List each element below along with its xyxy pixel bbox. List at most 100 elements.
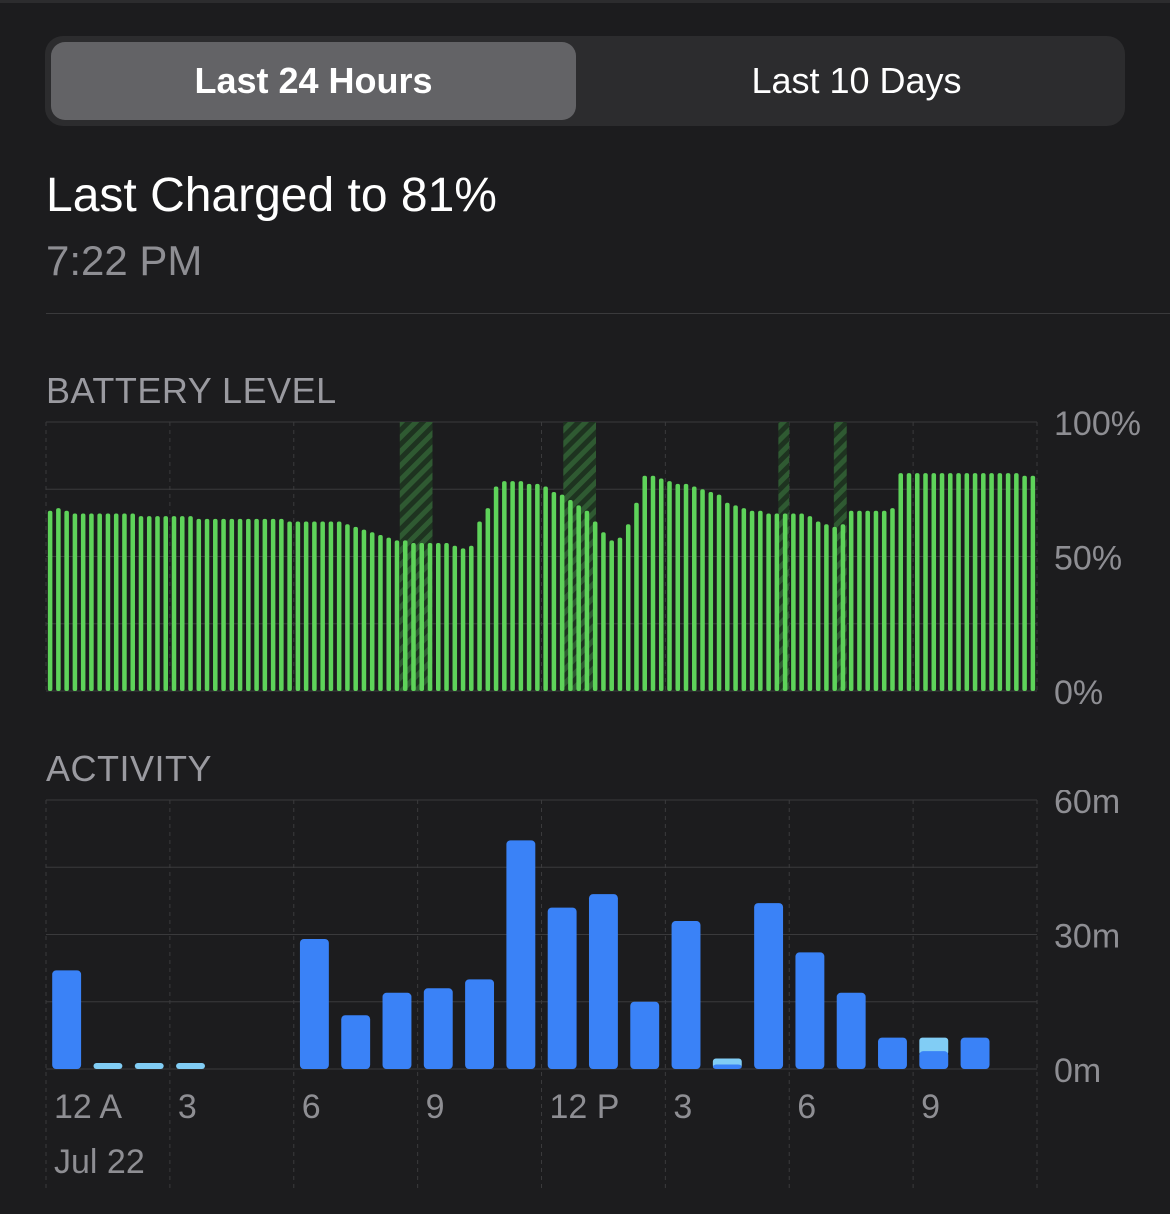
battery-bar: [155, 516, 160, 691]
battery-bar: [1005, 473, 1011, 691]
activity-bar-screen-on: [836, 992, 866, 1069]
battery-bar: [931, 473, 937, 691]
battery-bar: [237, 518, 243, 691]
battery-bar: [526, 483, 532, 691]
activity-chart: 60m 30m 0m 12 A 3 6 9 12 P 3 6 9 Jul 22: [45, 790, 1120, 1190]
battery-bar: [840, 524, 846, 691]
battery-bar: [64, 510, 69, 691]
battery-bar: [146, 516, 152, 691]
battery-bar: [1022, 475, 1027, 691]
battery-bar: [799, 513, 804, 691]
battery-bar: [435, 543, 441, 691]
activity-x-tick: 3: [178, 1088, 197, 1126]
battery-bar: [444, 543, 449, 691]
battery-bar: [270, 518, 276, 691]
battery-bar: [386, 537, 391, 691]
activity-x-tick: 9: [921, 1088, 940, 1126]
battery-bar: [113, 513, 119, 691]
battery-bar: [460, 548, 466, 691]
tab-last-10-days[interactable]: Last 10 Days: [751, 60, 962, 101]
battery-bar: [559, 494, 565, 691]
battery-bar: [427, 543, 433, 691]
battery-bar: [345, 524, 350, 691]
activity-bar-screen-on: [754, 903, 784, 1069]
battery-bar: [328, 521, 334, 691]
activity-x-tick: 9: [426, 1088, 445, 1126]
battery-bar: [865, 510, 870, 691]
battery-bar: [80, 513, 86, 691]
battery-bar: [295, 521, 301, 691]
battery-bar: [890, 508, 895, 691]
activity-bar-screen-on: [878, 1037, 907, 1069]
activity-bar-screen-on: [465, 979, 495, 1069]
battery-bar: [634, 502, 639, 691]
activity-bar-screen-on: [919, 1051, 949, 1069]
last-charged-time: 7:22 PM: [46, 237, 203, 284]
battery-bar: [312, 521, 317, 691]
battery-bar: [642, 475, 648, 691]
activity-bar-screen-on: [630, 1001, 660, 1069]
battery-bar: [196, 518, 202, 691]
battery-bar: [667, 481, 672, 691]
activity-bar-screen-on: [795, 952, 825, 1069]
battery-bar: [163, 516, 169, 691]
battery-y-tick: 0%: [1054, 674, 1103, 710]
battery-bar: [741, 508, 747, 691]
battery-bar: [336, 521, 342, 691]
battery-bar: [964, 473, 970, 691]
battery-bar: [502, 481, 507, 691]
battery-level-label: BATTERY LEVEL: [46, 370, 337, 411]
battery-bar: [692, 486, 697, 691]
battery-bar: [229, 518, 235, 691]
battery-bar: [716, 494, 722, 691]
battery-bar: [279, 518, 284, 691]
activity-bar-screen-on: [506, 840, 536, 1069]
battery-bar: [543, 486, 548, 691]
battery-y-tick: 50%: [1054, 540, 1122, 578]
battery-bar: [262, 518, 268, 691]
battery-bar: [650, 475, 656, 691]
activity-bar-screen-on: [712, 1064, 742, 1069]
battery-bar: [518, 481, 524, 691]
battery-bar: [105, 513, 111, 691]
divider: [46, 313, 1170, 314]
battery-bar: [246, 518, 251, 691]
activity-x-tick: 3: [673, 1088, 692, 1126]
top-border: [0, 0, 1170, 3]
battery-bar: [369, 532, 375, 691]
battery-bar: [510, 481, 515, 691]
battery-bar: [972, 473, 978, 691]
activity-x-tick: 12 A: [54, 1088, 122, 1126]
battery-bar: [956, 473, 961, 691]
battery-bar: [568, 500, 573, 691]
battery-bar: [576, 505, 581, 691]
battery-bar: [782, 513, 788, 691]
activity-bar-screen-off: [176, 1063, 205, 1069]
battery-bar: [320, 521, 325, 691]
battery-level-chart: 100% 50% 0%: [45, 410, 1141, 710]
battery-bar: [361, 529, 367, 691]
battery-bar: [493, 486, 499, 691]
battery-y-tick: 100%: [1054, 410, 1141, 443]
battery-bar: [675, 483, 681, 691]
activity-label: ACTIVITY: [46, 748, 213, 789]
battery-bar: [658, 478, 664, 691]
battery-bar: [989, 473, 994, 691]
battery-bar: [254, 518, 259, 691]
tab-last-24-hours[interactable]: Last 24 Hours: [51, 42, 576, 120]
battery-bar: [708, 491, 714, 691]
battery-bar: [469, 545, 474, 691]
activity-bar-screen-on: [341, 1015, 371, 1069]
battery-bar: [592, 521, 598, 691]
battery-bar: [551, 491, 557, 691]
battery-bar: [791, 513, 796, 691]
activity-bar-screen-on: [299, 938, 329, 1069]
activity-bar-screen-off: [134, 1063, 164, 1069]
battery-bar: [766, 513, 771, 691]
activity-bar-screen-on: [671, 921, 701, 1069]
activity-bar-screen-off: [93, 1063, 123, 1069]
battery-bar: [948, 473, 953, 691]
battery-bar: [477, 521, 482, 691]
battery-bar: [683, 483, 689, 691]
activity-y-tick: 0m: [1054, 1052, 1101, 1090]
